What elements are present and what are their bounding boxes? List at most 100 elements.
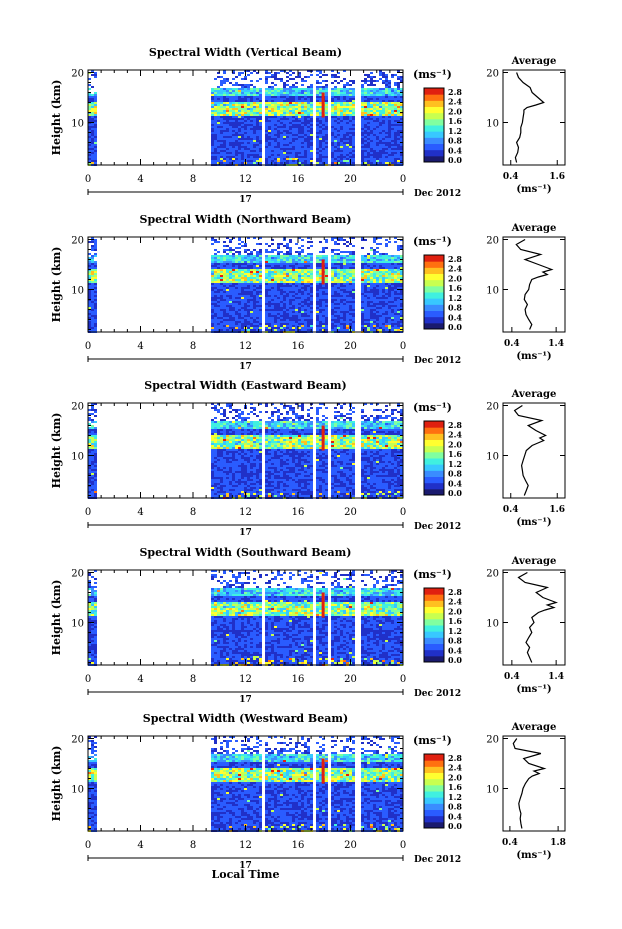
heatmap-cell xyxy=(367,307,370,309)
heatmap-cell xyxy=(289,277,292,279)
heatmap-cell xyxy=(394,92,397,94)
heatmap-cell xyxy=(376,122,379,124)
heatmap-cell xyxy=(226,156,229,158)
heatmap-cell xyxy=(226,321,229,323)
heatmap-cell xyxy=(211,289,214,291)
heatmap-cell xyxy=(343,90,346,92)
heatmap-cell xyxy=(295,277,298,279)
heatmap-cell xyxy=(349,112,352,114)
heatmap-cell xyxy=(274,285,277,287)
heatmap-cell xyxy=(307,120,310,122)
heatmap-cell xyxy=(88,327,91,329)
heatmap-cell xyxy=(340,319,343,321)
heatmap-cell xyxy=(214,255,217,257)
heatmap-cell xyxy=(265,327,268,329)
heatmap-cell xyxy=(349,144,352,146)
heatmap-cell xyxy=(268,255,271,257)
heatmap-cell xyxy=(229,158,232,160)
heatmap-cell xyxy=(256,90,259,92)
heatmap-cell xyxy=(238,315,241,317)
heatmap-cell xyxy=(292,136,295,138)
heatmap-cell xyxy=(241,160,244,162)
heatmap-cell xyxy=(244,124,247,126)
heatmap-cell xyxy=(244,146,247,148)
heatmap-cell xyxy=(301,271,304,273)
heatmap-cell xyxy=(232,281,235,283)
colorbar-swatch xyxy=(424,131,444,138)
heatmap-cell xyxy=(361,281,364,283)
heatmap-cell xyxy=(268,293,271,295)
heatmap-cell xyxy=(388,126,391,128)
heatmap-cell xyxy=(280,158,283,160)
heatmap-cell xyxy=(226,287,229,289)
heatmap-cell xyxy=(343,297,346,299)
x-tick-label: 8 xyxy=(190,174,196,185)
heatmap-cell xyxy=(376,136,379,138)
heatmap-cell xyxy=(220,144,223,146)
heatmap-cell xyxy=(334,281,337,283)
heatmap-cell xyxy=(352,156,355,158)
heatmap-cell xyxy=(214,132,217,134)
heatmap-cell xyxy=(217,108,220,110)
heatmap-cell xyxy=(304,144,307,146)
heatmap-cell xyxy=(244,291,247,293)
heatmap-cell xyxy=(232,263,235,265)
heatmap-cell xyxy=(235,138,238,140)
heatmap-cell xyxy=(316,271,319,273)
heatmap-cell xyxy=(334,259,337,261)
heatmap-cell xyxy=(280,277,283,279)
heatmap-cell xyxy=(286,156,289,158)
heatmap-cell xyxy=(301,142,304,144)
heatmap-cell xyxy=(343,140,346,142)
heatmap-cell xyxy=(235,325,238,327)
heatmap-cell xyxy=(364,303,367,305)
heatmap-cell xyxy=(334,293,337,295)
heatmap-cell xyxy=(253,291,256,293)
heatmap-cell xyxy=(325,148,328,150)
heatmap-cell xyxy=(88,154,91,156)
colorbar-swatch xyxy=(424,143,444,151)
heatmap-cell xyxy=(229,92,232,94)
heatmap-cell xyxy=(274,130,277,132)
heatmap-cell xyxy=(211,96,214,98)
heatmap-cell xyxy=(400,88,403,90)
heatmap-cell xyxy=(364,134,367,136)
heatmap-cell xyxy=(289,239,292,241)
heatmap-cell xyxy=(376,142,379,144)
heatmap-cell xyxy=(346,311,349,313)
heatmap-cell xyxy=(241,162,244,164)
heatmap-cell xyxy=(217,277,220,279)
heatmap-cell xyxy=(346,251,349,253)
heatmap-cell xyxy=(385,136,388,138)
heatmap-cell xyxy=(352,283,355,285)
heatmap-cell xyxy=(268,134,271,136)
heatmap-cell xyxy=(241,273,244,275)
heatmap-cell xyxy=(94,249,97,251)
heatmap-cell xyxy=(280,325,283,327)
heatmap-cell xyxy=(316,259,319,261)
heatmap-cell xyxy=(250,289,253,291)
heatmap-cell xyxy=(238,255,241,257)
heatmap-cell xyxy=(367,74,370,76)
heatmap-cell xyxy=(364,285,367,287)
heatmap-cell xyxy=(373,259,376,261)
heatmap-cell xyxy=(316,122,319,124)
heatmap-cell xyxy=(295,317,298,319)
heatmap-cell xyxy=(283,295,286,297)
heatmap-cell xyxy=(337,315,340,317)
heatmap-cell xyxy=(247,285,250,287)
heatmap-cell xyxy=(331,269,334,271)
heatmap-cell xyxy=(283,92,286,94)
heatmap-cell xyxy=(394,136,397,138)
heatmap-cell xyxy=(343,108,346,110)
heatmap-cell xyxy=(316,114,319,116)
heatmap-cell xyxy=(331,309,334,311)
heatmap-cell xyxy=(220,106,223,108)
heatmap-cell xyxy=(271,110,274,112)
heatmap-cell xyxy=(349,307,352,309)
heatmap-cell xyxy=(373,287,376,289)
heatmap-cell xyxy=(238,114,241,116)
heatmap-cell xyxy=(232,106,235,108)
heatmap-cell xyxy=(346,136,349,138)
heatmap-cell xyxy=(325,138,328,140)
